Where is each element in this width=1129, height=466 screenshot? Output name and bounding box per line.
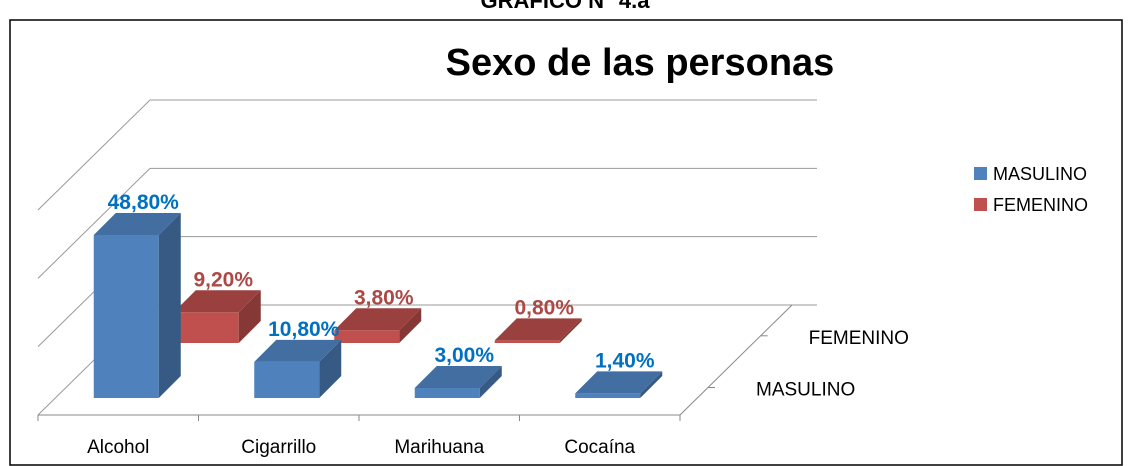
depth-label: FEMENINO — [809, 328, 909, 349]
bar-side — [640, 371, 663, 398]
bar-front — [93, 235, 159, 398]
x-tick-label: Cocaína — [564, 437, 635, 458]
data-label: 3,80% — [354, 286, 414, 309]
bar-side — [559, 318, 582, 343]
chart-border — [9, 19, 1123, 466]
bar-front — [494, 340, 560, 343]
bar-front — [334, 330, 400, 343]
data-label: 9,20% — [193, 268, 253, 291]
bar-side — [479, 365, 502, 398]
bar-top — [575, 371, 663, 394]
bar-top — [414, 365, 502, 388]
bar — [254, 339, 342, 398]
side-grid-line — [37, 99, 151, 211]
bar — [575, 371, 663, 398]
legend-swatch — [974, 167, 987, 180]
side-grid-line — [37, 167, 151, 279]
chart-title: Sexo de las personas — [446, 42, 835, 84]
bar-side — [319, 339, 342, 398]
legend-label: MASULINO — [993, 164, 1087, 184]
bar-front — [575, 393, 641, 398]
bar — [334, 308, 422, 343]
x-tick-label: Alcohol — [87, 437, 149, 458]
data-label: 10,80% — [268, 318, 340, 341]
data-label: 1,40% — [595, 349, 655, 372]
data-label: 48,80% — [108, 191, 180, 214]
bar-top — [494, 318, 582, 341]
x-tick-label: Marihuana — [394, 437, 484, 458]
x-tick-label: Cigarrillo — [241, 437, 316, 458]
bar — [494, 318, 582, 343]
data-label: 0,80% — [514, 296, 574, 319]
bar-side — [238, 290, 261, 343]
depth-label: MASULINO — [756, 380, 855, 401]
bar — [173, 290, 261, 343]
bar-front — [414, 387, 480, 398]
bar-top — [334, 308, 422, 331]
bar-top — [173, 290, 261, 313]
bar-side — [399, 308, 422, 343]
bar-top — [93, 213, 181, 236]
bar-front — [254, 361, 320, 398]
bar — [93, 213, 181, 398]
bar-top — [254, 339, 342, 362]
legend-swatch — [974, 198, 987, 211]
depth-axis — [679, 304, 793, 416]
bar-front — [173, 312, 239, 343]
data-label: 3,00% — [434, 344, 494, 367]
legend-label: FEMENINO — [993, 195, 1088, 215]
bar — [414, 365, 502, 398]
chart-header: GRAFICO N° 4.a — [481, 0, 651, 13]
bar-side — [158, 213, 181, 398]
